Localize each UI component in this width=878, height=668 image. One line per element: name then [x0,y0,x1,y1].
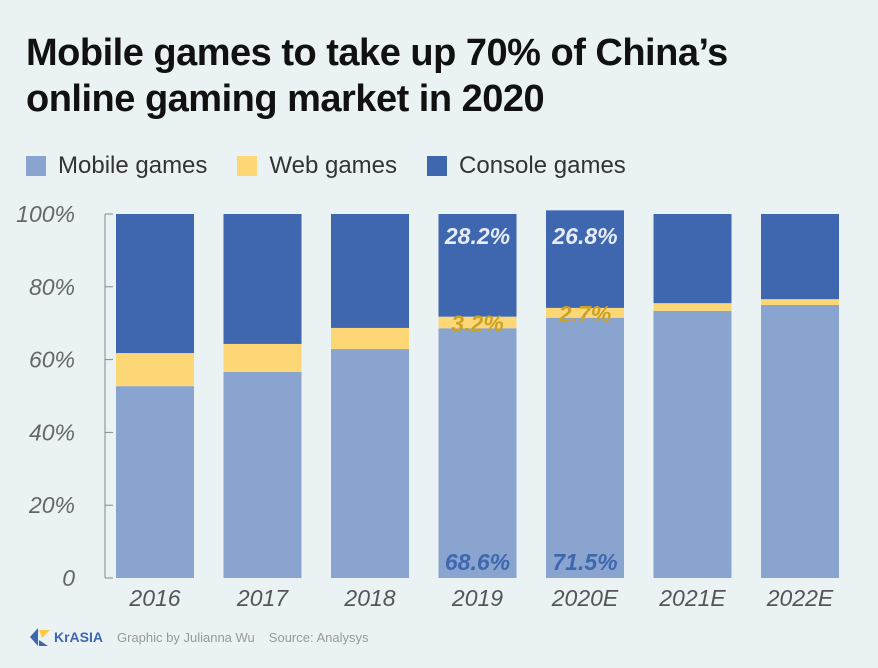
legend-label: Mobile games [58,152,208,179]
bar-console-games [653,214,732,304]
bar-mobile-games [223,371,302,578]
bar-web-games [116,353,194,387]
y-tick-label: 100% [16,201,75,227]
x-tick-label: 2021E [658,585,726,611]
bar-web-games [438,316,517,329]
bar-console-games [438,214,517,317]
x-tick-label: 2020E [551,585,619,611]
bar-mobile-games [438,328,517,578]
bar-console-games [331,214,409,328]
bar-console-games [223,214,302,344]
data-label: 3.2% [451,310,503,336]
legend-swatch [427,156,448,176]
data-label: 28.2% [444,223,510,249]
y-tick-label: 0 [62,565,75,591]
legend-item-mobile: Mobile games [26,152,207,180]
footer: KrASIA Graphic by Julianna Wu Source: An… [30,628,369,646]
y-tick-label: 80% [29,274,75,300]
legend: Mobile games Web games Console games [26,152,626,180]
source: Source: Analysys [268,629,369,645]
chart-title: Mobile games to take up 70% of China’s o… [26,30,728,122]
x-tick-label: 2018 [343,585,395,611]
bar-web-games [546,307,624,318]
krasia-logo-icon [30,628,50,646]
y-tick-label: 40% [29,419,75,445]
x-tick-label: 2017 [236,585,289,611]
data-label: 26.8% [551,223,617,249]
bar-mobile-games [546,317,624,578]
brand-logo: KrASIA [30,628,103,646]
data-label: 71.5% [552,549,617,575]
y-tick-label: 60% [29,347,75,373]
bar-mobile-games [116,386,194,578]
bar-console-games [116,214,194,354]
legend-label: Console games [459,152,626,179]
legend-swatch [26,156,46,176]
credit: Graphic by Julianna Wu [117,629,255,645]
data-label: 68.6% [445,549,510,575]
bar-web-games [223,343,302,372]
x-tick-label: 2019 [451,585,503,611]
legend-item-web: Web games [237,152,397,180]
legend-swatch [237,156,258,176]
bar-mobile-games [331,349,409,578]
title-line-1: Mobile games to take up 70% of China’s [26,32,728,74]
legend-label: Web games [269,152,398,179]
bar-web-games [331,327,409,350]
bar-mobile-games [653,310,732,578]
brand-name: KrASIA [54,629,104,645]
bar-console-games [546,210,624,308]
bar-web-games [761,299,839,305]
legend-item-console: Console games [427,152,626,180]
y-tick-label: 20% [28,492,75,518]
bar-web-games [653,303,732,311]
x-tick-label: 2022E [766,585,834,611]
data-label: 2.7% [558,301,611,327]
bar-mobile-games [761,305,839,578]
title-line-2: online gaming market in 2020 [26,78,545,120]
bar-console-games [761,214,839,300]
x-tick-label: 2016 [128,585,180,611]
